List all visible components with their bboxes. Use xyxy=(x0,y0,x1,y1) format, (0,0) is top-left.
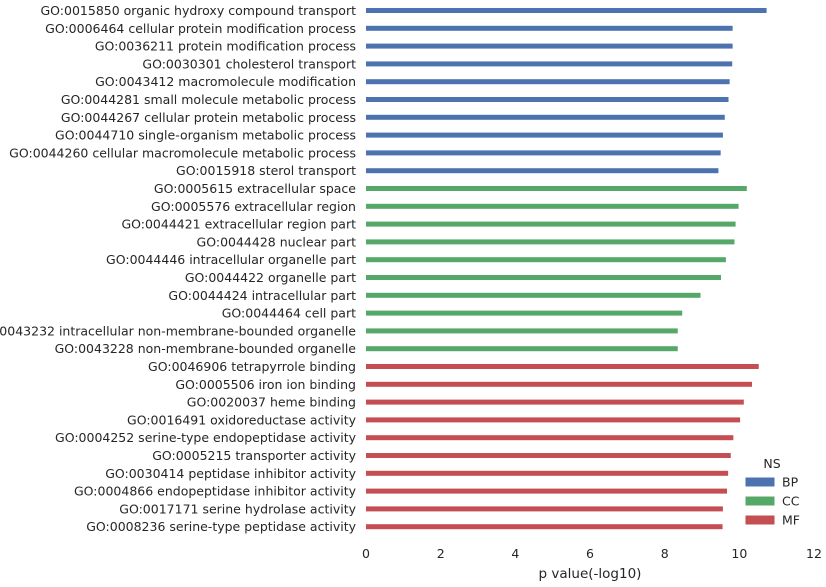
bar-cc xyxy=(366,186,747,191)
bar-cc xyxy=(366,257,726,263)
bar-bp xyxy=(366,43,733,49)
category-label: GO:0016491 oxidoreductase activity xyxy=(127,412,357,427)
category-label: GO:0044422 organelle part xyxy=(185,270,356,285)
category-label: GO:0044260 cellular macromolecule metabo… xyxy=(9,145,356,160)
category-label: GO:0020037 heme binding xyxy=(187,395,356,410)
bar-bp xyxy=(366,8,767,13)
legend-swatch-cc xyxy=(744,495,776,507)
category-label: GO:0044464 cell part xyxy=(222,306,356,321)
category-label: GO:0005576 extracellular region xyxy=(151,199,356,214)
bars xyxy=(366,8,767,530)
x-tick-label: 10 xyxy=(731,546,747,561)
legend-label-bp: BP xyxy=(782,475,799,490)
bar-cc xyxy=(366,203,739,209)
category-label: GO:0044710 single-organism metabolic pro… xyxy=(55,128,356,143)
legend-label-cc: CC xyxy=(782,494,800,509)
x-tick-label: 4 xyxy=(511,546,519,561)
legend-label-mf: MF xyxy=(782,513,800,528)
bar-mf xyxy=(366,435,734,441)
category-label: GO:0004866 endopeptidase inhibitor activ… xyxy=(74,484,357,499)
bar-mf xyxy=(366,399,744,405)
bar-mf xyxy=(366,488,728,494)
category-labels: GO:0015850 organic hydroxy compound tran… xyxy=(0,3,357,534)
bar-mf xyxy=(366,417,741,423)
bar-bp xyxy=(366,132,723,138)
bar-cc xyxy=(366,346,678,352)
category-label: GO:0044267 cellular protein metabolic pr… xyxy=(61,110,356,125)
bar-bp xyxy=(366,168,719,174)
x-tick-label: 6 xyxy=(586,546,594,561)
bar-cc xyxy=(366,328,678,334)
category-label: GO:0044446 intracellular organelle part xyxy=(106,252,356,267)
category-label: GO:0004252 serine-type endopeptidase act… xyxy=(55,430,357,445)
category-label: GO:0044428 nuclear part xyxy=(197,234,357,249)
x-tick-label: 0 xyxy=(362,546,370,561)
x-tick-label: 8 xyxy=(661,546,669,561)
bar-bp xyxy=(366,79,730,85)
x-tick-labels: 0 2 4 6 8 10 12 xyxy=(362,546,822,561)
legend: NS BP CC MF xyxy=(744,456,800,528)
category-label: GO:0036211 protein modification process xyxy=(95,39,356,54)
bar-mf xyxy=(366,524,723,530)
category-label: GO:0015850 organic hydroxy compound tran… xyxy=(40,3,356,18)
category-label: GO:0044281 small molecule metabolic proc… xyxy=(61,92,356,107)
x-axis-label: p value(-log10) xyxy=(539,566,642,582)
category-label: GO:0008236 serine-type peptidase activit… xyxy=(86,519,356,534)
category-label: GO:0005506 iron ion binding xyxy=(175,377,356,392)
bar-cc xyxy=(366,310,683,316)
bar-mf xyxy=(366,364,759,369)
bar-bp xyxy=(366,114,725,120)
category-label: GO:0005215 transporter activity xyxy=(152,448,356,463)
category-label: GO:0043228 non-membrane-bounded organell… xyxy=(55,341,357,356)
bar-bp xyxy=(366,150,721,156)
bar-cc xyxy=(366,239,735,245)
x-tick-label: 12 xyxy=(806,546,822,561)
legend-swatch-mf xyxy=(744,514,776,526)
bar-cc xyxy=(366,221,736,227)
bar-mf xyxy=(366,470,729,476)
category-label: GO:0043232 intracellular non-membrane-bo… xyxy=(0,323,356,338)
bar-bp xyxy=(366,25,733,31)
x-tick-label: 2 xyxy=(437,546,445,561)
category-label: GO:0005615 extracellular space xyxy=(154,181,356,196)
bar-mf xyxy=(366,381,753,387)
category-label: GO:0017171 serine hydrolase activity xyxy=(119,501,356,516)
category-label: GO:0043412 macromolecule modification xyxy=(95,74,356,89)
legend-swatch-bp xyxy=(744,476,776,488)
category-label: GO:0046906 tetrapyrrole binding xyxy=(148,359,356,374)
bar-bp xyxy=(366,61,733,67)
bar-mf xyxy=(366,506,723,512)
category-label: GO:0030301 cholesterol transport xyxy=(142,56,356,71)
bar-cc xyxy=(366,275,722,280)
category-label: GO:0044424 intracellular part xyxy=(168,288,356,303)
bar-bp xyxy=(366,97,729,102)
legend-title: NS xyxy=(763,456,780,471)
category-label: GO:0006464 cellular protein modification… xyxy=(45,21,356,36)
category-label: GO:0044421 extracellular region part xyxy=(121,217,356,232)
category-label: GO:0015918 sterol transport xyxy=(176,163,356,178)
bar-mf xyxy=(366,453,731,458)
category-label: GO:0030414 peptidase inhibitor activity xyxy=(105,466,356,481)
bar-cc xyxy=(366,292,701,298)
